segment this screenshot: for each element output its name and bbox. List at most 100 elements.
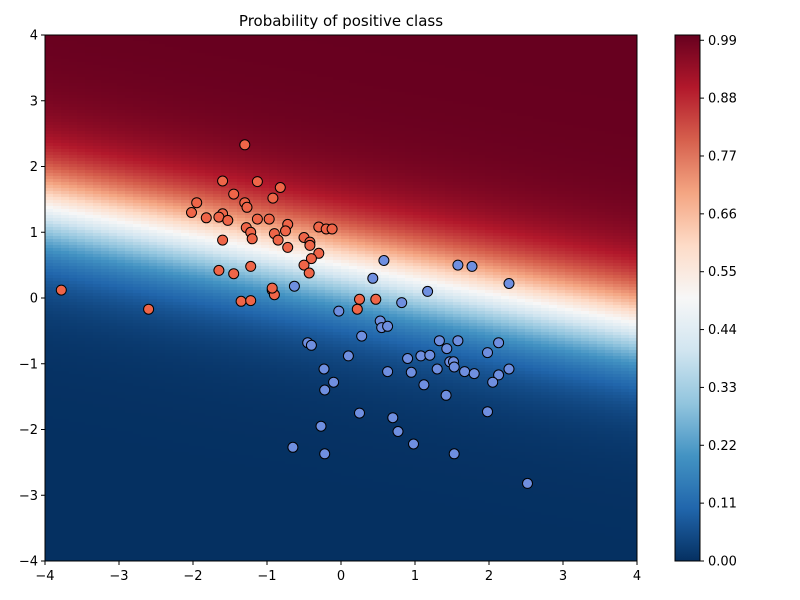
- heatmap-cell: [53, 53, 62, 57]
- heatmap-cell: [77, 533, 86, 537]
- heatmap-cell: [53, 197, 62, 201]
- heatmap-cell: [45, 542, 54, 546]
- heatmap-cell: [77, 554, 86, 558]
- heatmap-cell: [101, 215, 110, 219]
- heatmap-cell: [117, 140, 126, 144]
- heatmap-cell: [69, 251, 78, 255]
- heatmap-cell: [45, 38, 54, 42]
- heatmap-cell: [61, 38, 70, 42]
- heatmap-cell: [93, 455, 102, 459]
- heatmap-cell: [117, 200, 126, 204]
- heatmap-cell: [85, 41, 94, 45]
- heatmap-cell: [85, 227, 94, 231]
- heatmap-cell: [117, 302, 126, 306]
- heatmap-cell: [93, 341, 102, 345]
- heatmap-cell: [117, 47, 126, 51]
- heatmap-cell: [93, 404, 102, 408]
- heatmap-cell: [101, 344, 110, 348]
- heatmap-cell: [45, 410, 54, 414]
- heatmap-cell: [85, 155, 94, 159]
- heatmap-cell: [53, 74, 62, 78]
- heatmap-cell: [85, 242, 94, 246]
- heatmap-cell: [117, 299, 126, 303]
- heatmap-cell: [117, 65, 126, 69]
- heatmap-cell: [109, 125, 118, 129]
- heatmap-cell: [61, 437, 70, 441]
- heatmap-cell: [77, 164, 86, 168]
- heatmap-cell: [45, 260, 54, 264]
- heatmap-cell: [101, 341, 110, 345]
- heatmap-cell: [93, 179, 102, 183]
- heatmap-cell: [101, 488, 110, 492]
- heatmap-cell: [109, 419, 118, 423]
- heatmap-cell: [61, 473, 70, 477]
- heatmap-cell: [101, 83, 110, 87]
- heatmap-cell: [101, 299, 110, 303]
- heatmap-cell: [117, 125, 126, 129]
- heatmap-cell: [117, 107, 126, 111]
- heatmap-cell: [53, 161, 62, 165]
- heatmap-cell: [101, 149, 110, 153]
- heatmap-cell: [93, 362, 102, 366]
- heatmap-cell: [53, 128, 62, 132]
- heatmap-cell: [109, 317, 118, 321]
- heatmap-cell: [85, 95, 94, 99]
- heatmap-cell: [45, 338, 54, 342]
- heatmap-cell: [109, 221, 118, 225]
- heatmap-cell: [69, 122, 78, 126]
- heatmap-cell: [109, 164, 118, 168]
- heatmap-cell: [101, 95, 110, 99]
- heatmap-cell: [69, 224, 78, 228]
- heatmap-cell: [45, 308, 54, 312]
- heatmap-cell: [77, 137, 86, 141]
- heatmap-cell: [101, 176, 110, 180]
- heatmap-cell: [85, 194, 94, 198]
- heatmap-cell: [45, 179, 54, 183]
- heatmap-cell: [69, 98, 78, 102]
- heatmap-cell: [109, 68, 118, 72]
- heatmap-cell: [93, 146, 102, 150]
- heatmap-cell: [69, 554, 78, 558]
- heatmap-cell: [117, 500, 126, 504]
- heatmap-cell: [45, 83, 54, 87]
- heatmap-cell: [77, 449, 86, 453]
- heatmap-cell: [45, 299, 54, 303]
- heatmap-cell: [61, 203, 70, 207]
- heatmap-cell: [109, 377, 118, 381]
- heatmap-cell: [61, 218, 70, 222]
- heatmap-cell: [53, 308, 62, 312]
- heatmap-cell: [77, 260, 86, 264]
- heatmap-cell: [53, 368, 62, 372]
- heatmap-cell: [109, 290, 118, 294]
- heatmap-cell: [69, 518, 78, 522]
- heatmap-cell: [69, 428, 78, 432]
- heatmap-cell: [93, 206, 102, 210]
- heatmap-cell: [77, 173, 86, 177]
- heatmap-cell: [61, 266, 70, 270]
- heatmap-cell: [109, 371, 118, 375]
- heatmap-cell: [85, 410, 94, 414]
- heatmap-cell: [45, 521, 54, 525]
- heatmap-cell: [77, 149, 86, 153]
- heatmap-cell: [45, 89, 54, 93]
- heatmap-cell: [109, 293, 118, 297]
- heatmap-cell: [109, 302, 118, 306]
- heatmap-cell: [85, 104, 94, 108]
- heatmap-cell: [45, 479, 54, 483]
- heatmap-cell: [101, 503, 110, 507]
- heatmap-cell: [117, 377, 126, 381]
- heatmap-cell: [101, 362, 110, 366]
- heatmap-cell: [77, 53, 86, 57]
- heatmap-cell: [61, 509, 70, 513]
- heatmap-cell: [117, 41, 126, 45]
- heatmap-cell: [77, 200, 86, 204]
- heatmap-cell: [101, 392, 110, 396]
- heatmap-cell: [101, 476, 110, 480]
- heatmap-cell: [69, 44, 78, 48]
- heatmap-cell: [45, 131, 54, 135]
- heatmap-cell: [101, 416, 110, 420]
- heatmap-cell: [109, 332, 118, 336]
- heatmap-cell: [93, 293, 102, 297]
- heatmap-cell: [93, 92, 102, 96]
- heatmap-cell: [53, 104, 62, 108]
